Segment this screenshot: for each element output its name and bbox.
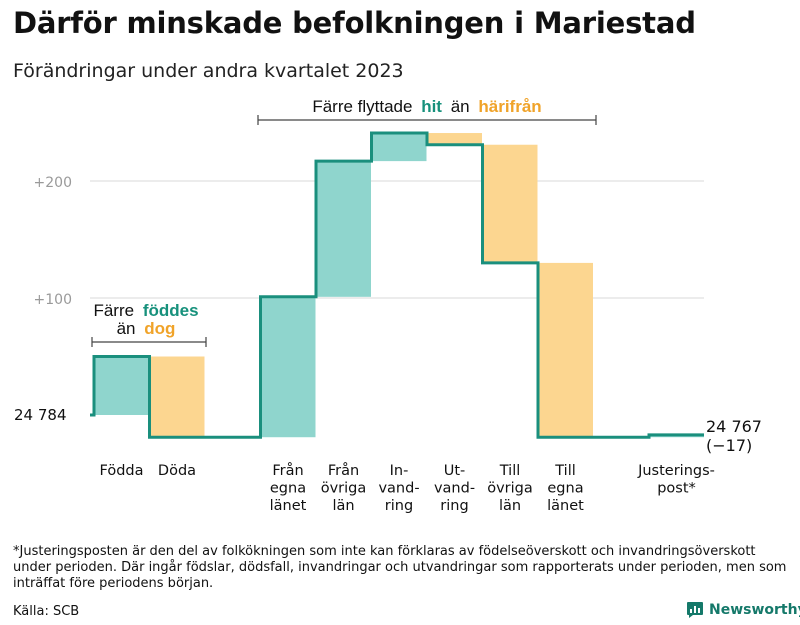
category-label: län [499,498,521,514]
births-accent: föddes [143,301,199,320]
waterfall-bar [371,133,427,162]
waterfall-bar [538,262,593,438]
waterfall-bar [260,296,316,438]
brand-name: Newsworthy [709,602,800,618]
category-label: post* [657,481,696,497]
y-tick-label: +200 [34,175,72,191]
category-label: egna [547,481,583,497]
category-label: länet [270,498,307,514]
migration-hit: hit [421,97,442,116]
waterfall-bar [427,133,482,145]
category-label: Från [272,462,303,479]
category-label: In- [390,463,409,479]
category-label: vand- [434,481,475,497]
waterfall-bar [149,356,205,438]
category-label: Justerings- [637,463,715,479]
brand-logo[interactable]: Newsworthy [686,599,800,621]
births-annotation: Färre föddes [93,301,198,320]
chart-title: Därför minskade befolkningen i Mariestad [13,6,696,40]
waterfall-bar [94,356,149,415]
waterfall-bar [316,161,371,297]
gridlines: +100 +200 [34,175,704,308]
bars [94,133,704,438]
waterfall-chart: +100+200 Födda Döda FrånegnalänetFrånövrig… [14,97,762,514]
waterfall-bar [482,144,538,263]
newsworthy-icon [687,602,703,618]
step-line [90,131,704,439]
category-label: egna [270,481,306,497]
category-label: länet [547,498,584,514]
category-label: Födda [100,463,144,479]
deaths-accent: dog [144,319,175,338]
y-tick-label: +100 [34,292,72,308]
footnote: *Justeringsposten är den del av folkökni… [13,544,787,591]
migration-harifran: härifrån [478,97,541,116]
category-label: län [332,498,354,514]
category-label: övriga [321,481,367,497]
category-label: vand- [378,481,419,497]
category-label: ring [440,498,468,514]
category-label: ring [385,498,413,514]
end-value-label: 24 767 [706,417,762,436]
category-label: Ut- [444,463,466,479]
cumulative-step-line [90,131,704,439]
category-label: Från [328,462,359,479]
start-value-label: 24 784 [14,406,67,424]
migration-annotation: Färre flyttade hit än härifrån [312,97,541,116]
category-label: Till [554,463,576,479]
end-change-label: (−17) [706,436,752,455]
source-label: Källa: SCB [13,604,80,619]
category-label: Till [499,463,521,479]
category-label: övriga [487,481,533,497]
category-labels: Födda Döda FrånegnalänetFrånövrigalänIn-va… [14,406,762,514]
chart-subtitle: Förändringar under andra kvartalet 2023 [13,60,404,82]
deaths-annotation: än dog [117,319,176,338]
category-label: Döda [158,463,196,479]
